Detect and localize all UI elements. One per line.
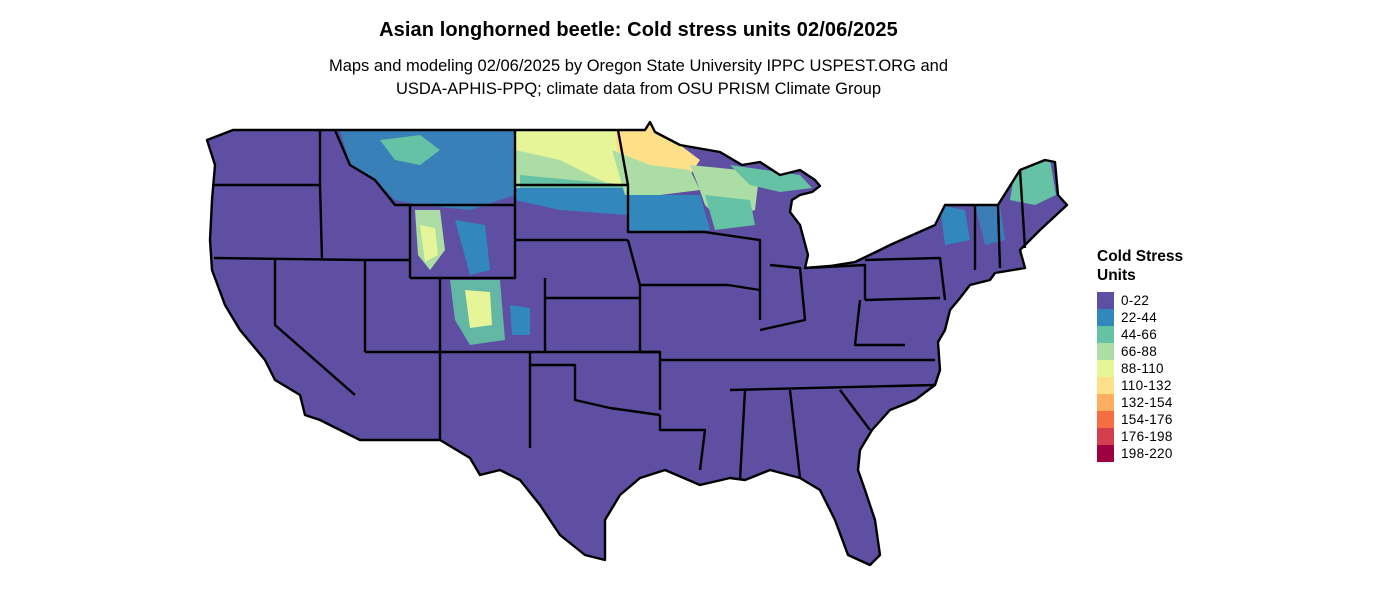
- legend-label: 154-176: [1121, 412, 1173, 427]
- legend-entry: 198-220: [1097, 445, 1257, 462]
- legend-entry: 132-154: [1097, 394, 1257, 411]
- legend-swatch: [1097, 292, 1114, 309]
- legend-entry: 154-176: [1097, 411, 1257, 428]
- legend-title-line-1: Cold Stress: [1097, 248, 1184, 265]
- legend-entry: 22-44: [1097, 309, 1257, 326]
- legend-label: 66-88: [1121, 344, 1158, 359]
- legend-title: Cold Stress Units: [1097, 247, 1257, 285]
- legend-entry: 110-132: [1097, 377, 1257, 394]
- legend-entry: 66-88: [1097, 343, 1257, 360]
- cold-stress-layer: [340, 122, 1056, 345]
- state-borders: [205, 120, 1069, 567]
- legend-entry: 44-66: [1097, 326, 1257, 343]
- legend-entry: 0-22: [1097, 292, 1257, 309]
- legend-label: 132-154: [1121, 395, 1173, 410]
- legend-swatch: [1097, 343, 1114, 360]
- legend-label: 22-44: [1121, 310, 1158, 325]
- legend-entries: 0-22 22-44 44-66 66-88 88-110 110-132 132-154 1…: [1097, 292, 1257, 462]
- legend-swatch: [1097, 326, 1114, 343]
- legend-swatch: [1097, 309, 1114, 326]
- legend-label: 0-22: [1121, 293, 1150, 308]
- legend-swatch: [1097, 394, 1114, 411]
- legend-label: 176-198: [1121, 429, 1173, 444]
- legend: Cold Stress Units 0-22 22-44 44-66 66-88 88-…: [1097, 247, 1257, 462]
- subtitle-line-1: Maps and modeling 02/06/2025 by Oregon S…: [328, 57, 949, 75]
- legend-label: 198-220: [1121, 446, 1173, 461]
- legend-label: 44-66: [1121, 327, 1158, 342]
- map-title: Asian longhorned beetle: Cold stress uni…: [379, 19, 898, 41]
- legend-swatch: [1097, 360, 1114, 377]
- legend-entry: 176-198: [1097, 428, 1257, 445]
- legend-swatch: [1097, 428, 1114, 445]
- legend-swatch: [1097, 377, 1114, 394]
- legend-swatch: [1097, 411, 1114, 428]
- subtitle-line-2: USDA-APHIS-PPQ; climate data from OSU PR…: [395, 80, 882, 98]
- legend-entry: 88-110: [1097, 360, 1257, 377]
- legend-swatch: [1097, 445, 1114, 462]
- legend-label: 88-110: [1121, 361, 1164, 376]
- legend-title-line-2: Units: [1097, 267, 1136, 284]
- legend-label: 110-132: [1121, 378, 1172, 393]
- map-subtitle: Maps and modeling 02/06/2025 by Oregon S…: [0, 55, 1277, 101]
